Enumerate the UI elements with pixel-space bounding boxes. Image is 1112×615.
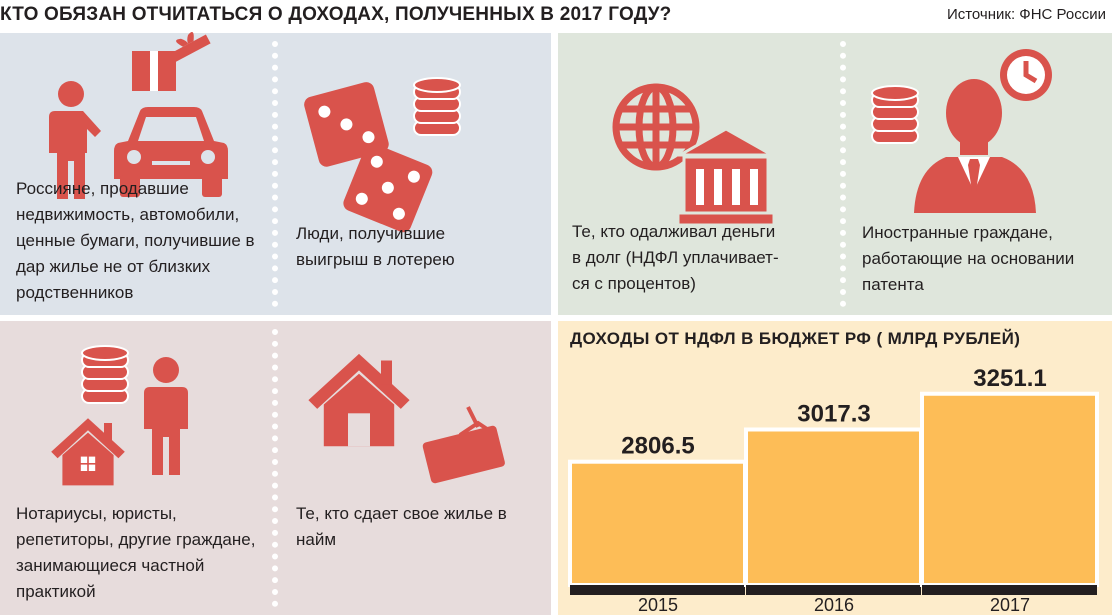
- dotted-divider: [272, 41, 278, 307]
- bank-icon: [674, 127, 778, 227]
- house-icon: [304, 349, 414, 447]
- bar-value-label: 2806.5: [621, 433, 694, 460]
- house-icon: [48, 415, 128, 487]
- bar-base-2015: [570, 585, 745, 595]
- globe-icon: [612, 83, 700, 171]
- x-tick-label: 2016: [814, 595, 854, 615]
- coins-icon: [80, 345, 130, 407]
- dotted-divider: [840, 41, 846, 307]
- gift-icon: [132, 32, 211, 91]
- bar-2015: [568, 459, 747, 588]
- x-tick-label: 2017: [990, 595, 1030, 615]
- source-note: Источник: ФНС России: [946, 6, 1106, 23]
- car-icon: [114, 107, 228, 197]
- person-icon: [136, 357, 196, 477]
- panel-lenders-foreigners: Те, кто одалживал деньги в долг (НДФЛ уп…: [558, 33, 1112, 315]
- sign-icon: [422, 406, 505, 484]
- bar-chart: 2806.5 2015 3017.3 2016 3251.1 2017: [568, 365, 1099, 615]
- bar-base-2016: [746, 585, 921, 595]
- bar-value-label: 3017.3: [797, 400, 870, 427]
- x-tick-label: 2015: [638, 595, 678, 615]
- category-text-renters: Те, кто сдает свое жилье в найм: [296, 504, 507, 549]
- bar-2016: [744, 427, 923, 587]
- category-text-lenders: Те, кто одалживал деньги в долг (НДФЛ уп…: [572, 222, 779, 293]
- chart-panel: 2806.5 2015 3017.3 2016 3251.1 2017 ДОХОДЫ ОТ…: [558, 321, 1112, 615]
- person-icon: [49, 81, 101, 199]
- category-text-private-practice: Нотариусы, юристы, репетиторы, другие гр…: [16, 504, 256, 601]
- chart-title: ДОХОДЫ ОТ НДФЛ В БЮДЖЕТ РФ ( МЛРД РУБЛЕЙ…: [570, 329, 1021, 348]
- clock-icon: [1000, 49, 1052, 101]
- coins-icon: [412, 77, 462, 139]
- bar-value-label: 3251.1: [973, 365, 1046, 392]
- dotted-divider: [272, 329, 278, 607]
- category-text-property: Россияне, продавшие недвижимость, автомо…: [16, 179, 255, 302]
- panel-private-practice: Нотариусы, юристы, репетиторы, другие гр…: [0, 321, 551, 615]
- businessman-icon: [914, 79, 1036, 213]
- page-title: КТО ОБЯЗАН ОТЧИТАТЬСЯ О ДОХОДАХ, ПОЛУЧЕН…: [0, 4, 672, 25]
- panel-property-sellers: Россияне, продавшие недвижимость, автомо…: [0, 32, 551, 315]
- category-text-lottery: Люди, получившие выигрыш в лотерею: [296, 224, 455, 269]
- dice-icon: [304, 82, 433, 233]
- category-text-foreigners: Иностранные граждане, работающие на осно…: [862, 223, 1075, 294]
- bar-base-2017: [922, 585, 1097, 595]
- bar-2017: [920, 391, 1099, 588]
